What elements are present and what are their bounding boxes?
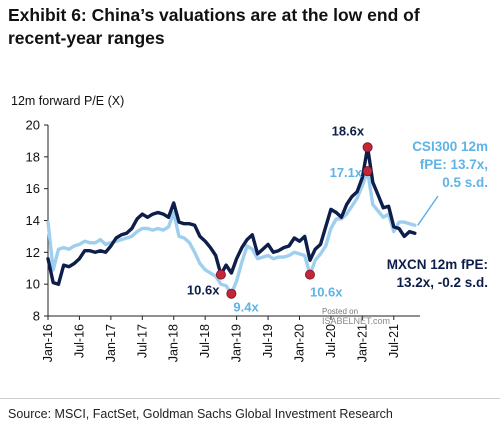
y-tick-label: 12 [26,245,40,260]
x-tick-label: Jan-20 [292,324,306,362]
data-label: 9.4x [233,300,259,315]
data-point-marker [226,288,237,299]
y-tick-label: 14 [26,213,40,228]
data-point-marker [362,166,373,177]
x-tick-label: Jan-17 [104,324,118,362]
chart-title: Exhibit 6: China’s valuations are at the… [8,5,420,48]
x-tick-label: Jul-18 [198,324,212,358]
watermark-text: ISABELNET.com [322,316,390,326]
y-tick-label: 18 [26,149,40,164]
source-note: Source: MSCI, FactSet, Goldman Sachs Glo… [8,407,393,421]
x-tick-label: Jan-18 [167,324,181,362]
data-point-marker [304,269,315,280]
x-tick-label: Jul-16 [72,324,86,358]
chart-area: 12m forward P/E (X) 8 10 12 14 16 18 20 Jan-16 Ju… [11,94,488,362]
y-tick-label: 8 [33,309,40,324]
x-tick-label: Jan-19 [230,324,244,362]
x-tick-label: Jul-17 [135,324,149,358]
x-tick-label: Jul-20 [324,324,338,358]
divider [0,398,500,399]
y-tick-label: 10 [26,277,40,292]
data-point-marker [362,142,373,153]
data-label: 18.6x [332,123,365,138]
x-tick-label: Jan-16 [41,324,55,362]
data-label: 17.1x [330,165,363,180]
series-label-csi300: fPE: 13.7x, [420,157,488,172]
x-tick-label: Jul-19 [261,324,275,358]
y-tick-label: 20 [26,118,40,133]
y-axis-label: 12m forward P/E (X) [11,94,124,108]
series-label-mxcn: 13.2x, -0.2 s.d. [396,275,488,290]
x-tick-label: Jan-21 [355,324,369,362]
series-label-csi300: CSI300 12m [412,139,488,154]
leader-line-csi300 [417,195,439,226]
series-label-csi300: 0.5 s.d. [442,175,488,190]
series-label-mxcn: MXCN 12m fPE: [387,257,488,272]
series-line-mxcn [46,145,417,286]
watermark-text: Posted on [322,307,358,316]
series-line-csi300 [46,169,417,296]
data-point-marker [215,269,226,280]
y-tick-label: 16 [26,181,40,196]
x-tick-label: Jul-21 [387,324,401,358]
data-label: 10.6x [187,283,220,298]
data-label: 10.6x [310,285,343,300]
